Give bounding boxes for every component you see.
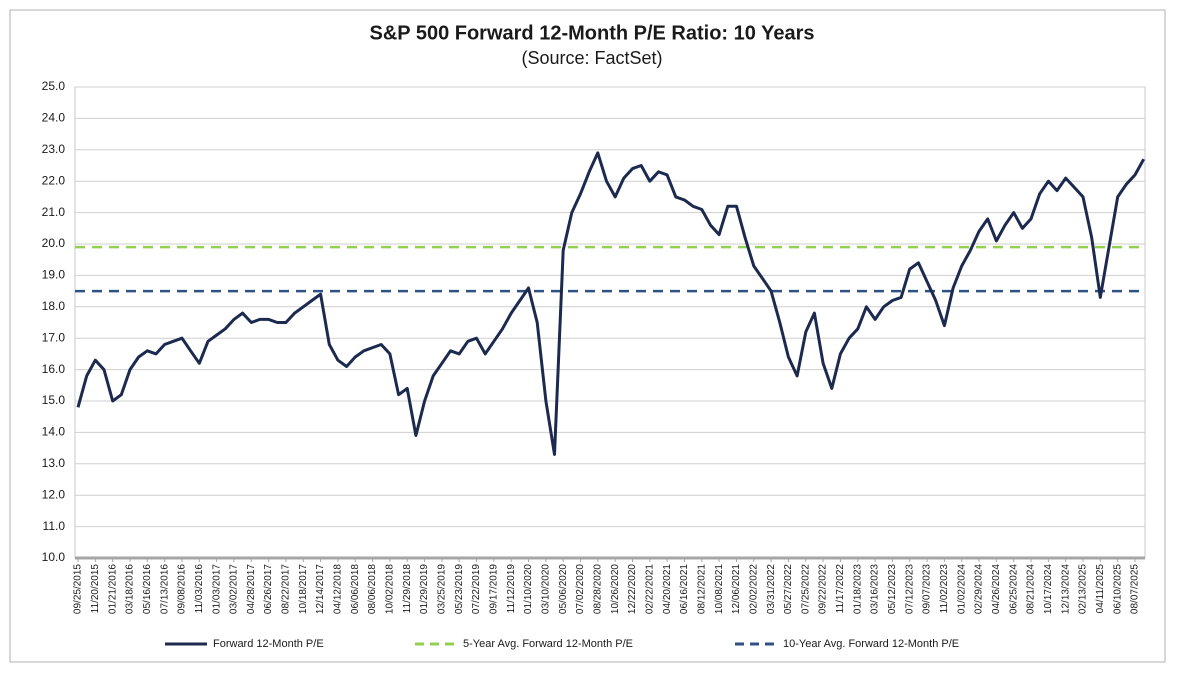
x-tick-label: 08/12/2021 [696, 564, 707, 614]
series-line [76, 151, 1146, 456]
x-tick-label: 11/17/2022 [835, 564, 846, 614]
x-tick-label: 10/02/2018 [385, 564, 396, 614]
x-tick-label: 10/17/2024 [1043, 564, 1054, 614]
y-tick-label: 17.0 [42, 330, 66, 344]
x-tick-label: 04/11/2025 [1095, 564, 1106, 614]
x-tick-label: 03/31/2022 [766, 564, 777, 614]
x-tick-label: 10/08/2021 [714, 564, 725, 614]
x-tick-label: 05/12/2023 [887, 564, 898, 614]
x-tick-label: 01/02/2024 [956, 564, 967, 614]
x-tick-label: 08/22/2017 [281, 564, 292, 614]
x-tick-label: 02/29/2024 [974, 564, 985, 614]
x-tick-label: 05/23/2019 [454, 564, 465, 614]
x-tick-label: 06/10/2025 [1112, 564, 1123, 614]
x-tick-label: 11/29/2018 [402, 564, 413, 614]
x-tick-label: 08/06/2018 [367, 564, 378, 614]
x-tick-label: 11/02/2023 [939, 564, 950, 614]
y-tick-label: 10.0 [42, 550, 66, 564]
x-tick-label: 12/13/2024 [1060, 564, 1071, 614]
y-tick-label: 15.0 [42, 393, 66, 407]
x-tick-label: 10/26/2020 [610, 564, 621, 614]
x-tick-label: 03/18/2016 [125, 564, 136, 614]
x-tick-label: 12/14/2017 [315, 564, 326, 614]
x-tick-label: 03/02/2017 [229, 564, 240, 614]
chart-subtitle: (Source: FactSet) [521, 48, 662, 68]
x-tick-label: 02/22/2021 [644, 564, 655, 614]
x-tick-label: 04/12/2018 [333, 564, 344, 614]
x-tick-label: 07/25/2022 [800, 564, 811, 614]
x-tick-label: 02/13/2025 [1078, 564, 1089, 614]
y-tick-label: 11.0 [43, 519, 66, 533]
x-tick-label: 07/22/2019 [471, 564, 482, 614]
x-tick-label: 11/03/2016 [194, 564, 205, 614]
x-tick-label: 05/06/2020 [558, 564, 569, 614]
x-tick-label: 08/07/2025 [1130, 564, 1141, 614]
y-tick-label: 14.0 [42, 425, 66, 439]
x-tick-label: 04/26/2024 [991, 564, 1002, 614]
x-tick-label: 06/16/2021 [679, 564, 690, 614]
y-tick-label: 22.0 [42, 173, 66, 187]
y-tick-label: 21.0 [42, 205, 66, 219]
y-tick-label: 18.0 [42, 299, 66, 313]
x-tick-label: 04/20/2021 [662, 564, 673, 614]
x-tick-label: 07/13/2016 [159, 564, 170, 614]
legend-label: 5-Year Avg. Forward 12-Month P/E [463, 638, 633, 650]
x-tick-label: 06/26/2017 [263, 564, 274, 614]
x-tick-label: 11/20/2015 [90, 564, 101, 614]
y-tick-label: 13.0 [42, 456, 66, 470]
x-tick-label: 05/16/2016 [142, 564, 153, 614]
x-tick-label: 01/21/2016 [107, 564, 118, 614]
x-tick-label: 11/12/2019 [506, 564, 517, 614]
x-tick-label: 07/12/2023 [904, 564, 915, 614]
x-tick-label: 03/16/2023 [870, 564, 881, 614]
x-tick-label: 08/28/2020 [592, 564, 603, 614]
x-tick-label: 01/29/2019 [419, 564, 430, 614]
x-tick-label: 09/07/2023 [922, 564, 933, 614]
x-tick-label: 12/22/2020 [627, 564, 638, 614]
y-tick-label: 12.0 [42, 487, 66, 501]
x-tick-label: 03/25/2019 [437, 564, 448, 614]
x-tick-label: 06/06/2018 [350, 564, 361, 614]
y-tick-label: 20.0 [42, 236, 66, 250]
y-tick-label: 23.0 [42, 142, 66, 156]
y-tick-label: 25.0 [42, 79, 66, 93]
x-tick-label: 06/25/2024 [1008, 564, 1019, 614]
legend-label: Forward 12-Month P/E [213, 638, 324, 650]
x-tick-label: 01/18/2023 [852, 564, 863, 614]
x-tick-label: 08/21/2024 [1026, 564, 1037, 614]
x-tick-label: 05/27/2022 [783, 564, 794, 614]
y-tick-label: 16.0 [42, 362, 66, 376]
chart-title: S&P 500 Forward 12-Month P/E Ratio: 10 Y… [370, 22, 815, 44]
x-tick-label: 02/02/2022 [748, 564, 759, 614]
x-tick-label: 01/10/2020 [523, 564, 534, 614]
x-tick-label: 01/03/2017 [211, 564, 222, 614]
x-tick-label: 04/28/2017 [246, 564, 257, 614]
x-tick-label: 09/22/2022 [818, 564, 829, 614]
x-tick-label: 07/02/2020 [575, 564, 586, 614]
y-tick-label: 19.0 [42, 268, 66, 282]
y-tick-label: 24.0 [42, 111, 66, 125]
x-tick-label: 09/17/2019 [489, 564, 500, 614]
x-tick-label: 09/08/2016 [177, 564, 188, 614]
x-tick-label: 12/06/2021 [731, 564, 742, 614]
legend-label: 10-Year Avg. Forward 12-Month P/E [783, 638, 959, 650]
x-tick-label: 10/18/2017 [298, 564, 309, 614]
x-tick-label: 09/25/2015 [73, 564, 84, 614]
x-tick-label: 03/10/2020 [540, 564, 551, 614]
